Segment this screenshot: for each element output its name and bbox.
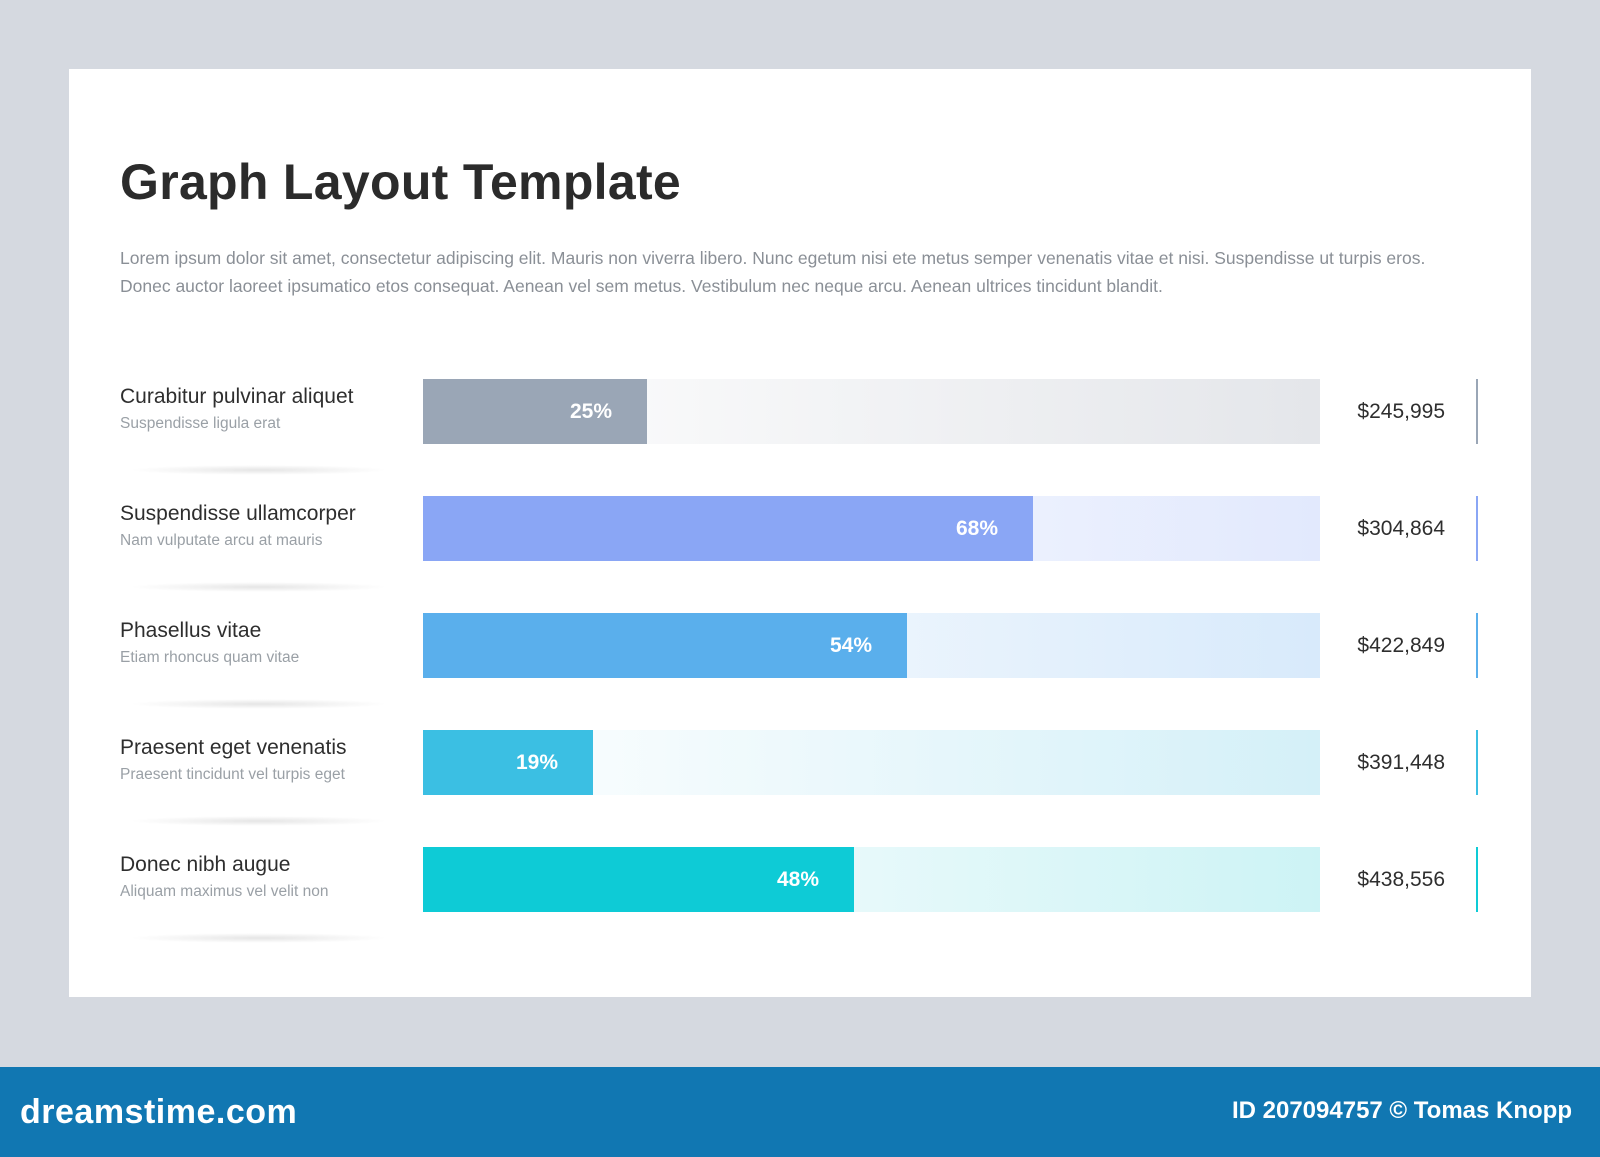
description-text: Lorem ipsum dolor sit amet, consectetur … (120, 248, 1426, 296)
bar-value-label: 19% (515, 751, 558, 774)
bar-value-label: 54% (829, 634, 872, 657)
label-shadow (129, 933, 389, 943)
bar-fill (423, 496, 1033, 561)
label-shadow (129, 816, 389, 826)
bar-row: Curabitur pulvinar aliquet Suspendisse li… (69, 379, 1531, 475)
amount-marker (1476, 730, 1478, 795)
page-title: Graph Layout Template (120, 154, 682, 210)
bar-track: 54% (423, 613, 1320, 678)
bar-fill (423, 730, 593, 795)
bar-fill (423, 613, 907, 678)
category-subtitle: Nam vulputate arcu at mauris (120, 532, 323, 549)
bar-track: 48% (423, 847, 1320, 912)
category-label: Donec nibh augue (120, 853, 291, 876)
category-label: Praesent eget venenatis (120, 736, 347, 759)
amount-marker (1476, 847, 1478, 912)
brand-logo: dreamstime.com (20, 1093, 298, 1131)
amount-label: $391,448 (1357, 751, 1445, 774)
amount-marker (1476, 496, 1478, 561)
bar-value-label: 48% (776, 868, 819, 891)
bar-row: Donec nibh augue Aliquam maximus vel veli… (69, 847, 1531, 943)
amount-marker (1476, 379, 1478, 444)
bar-track: 25% (423, 379, 1320, 444)
bar-value-label: 25% (569, 400, 612, 423)
label-shadow (129, 465, 389, 475)
amount-label: $245,995 (1357, 400, 1445, 423)
amount-label: $304,864 (1357, 517, 1445, 540)
category-subtitle: Aliquam maximus vel velit non (120, 883, 329, 900)
category-subtitle: Praesent tincidunt vel turpis eget (120, 766, 345, 783)
amount-label: $422,849 (1357, 634, 1445, 657)
bar-row: Praesent eget venenatis Praesent tincidun… (69, 730, 1531, 826)
category-label: Curabitur pulvinar aliquet (120, 385, 354, 408)
bar-fill (423, 847, 854, 912)
label-shadow (129, 699, 389, 709)
category-subtitle: Etiam rhoncus quam vitae (120, 649, 300, 666)
infographic-card: Graph Layout Template Lorem ipsum dolor … (69, 69, 1531, 997)
bar-value-label: 68% (955, 517, 998, 540)
bar-track: 68% (423, 496, 1320, 561)
label-shadow (129, 582, 389, 592)
category-label: Suspendisse ullamcorper (120, 502, 356, 525)
footer-bar: dreamstime.com ID 207094757 © Tomas Knop… (0, 1067, 1600, 1157)
image-credit: ID 207094757 © Tomas Knopp (1231, 1097, 1572, 1124)
bar-fill (423, 379, 647, 444)
category-label: Phasellus vitae (120, 619, 262, 642)
amount-marker (1476, 613, 1478, 678)
bar-track: 19% (423, 730, 1320, 795)
category-subtitle: Suspendisse ligula erat (120, 415, 281, 432)
bar-row: Phasellus vitae Etiam rhoncus quam vitae 5… (69, 613, 1531, 709)
amount-label: $438,556 (1357, 868, 1445, 891)
bar-row: Suspendisse ullamcorper Nam vulputate arc… (69, 496, 1531, 592)
